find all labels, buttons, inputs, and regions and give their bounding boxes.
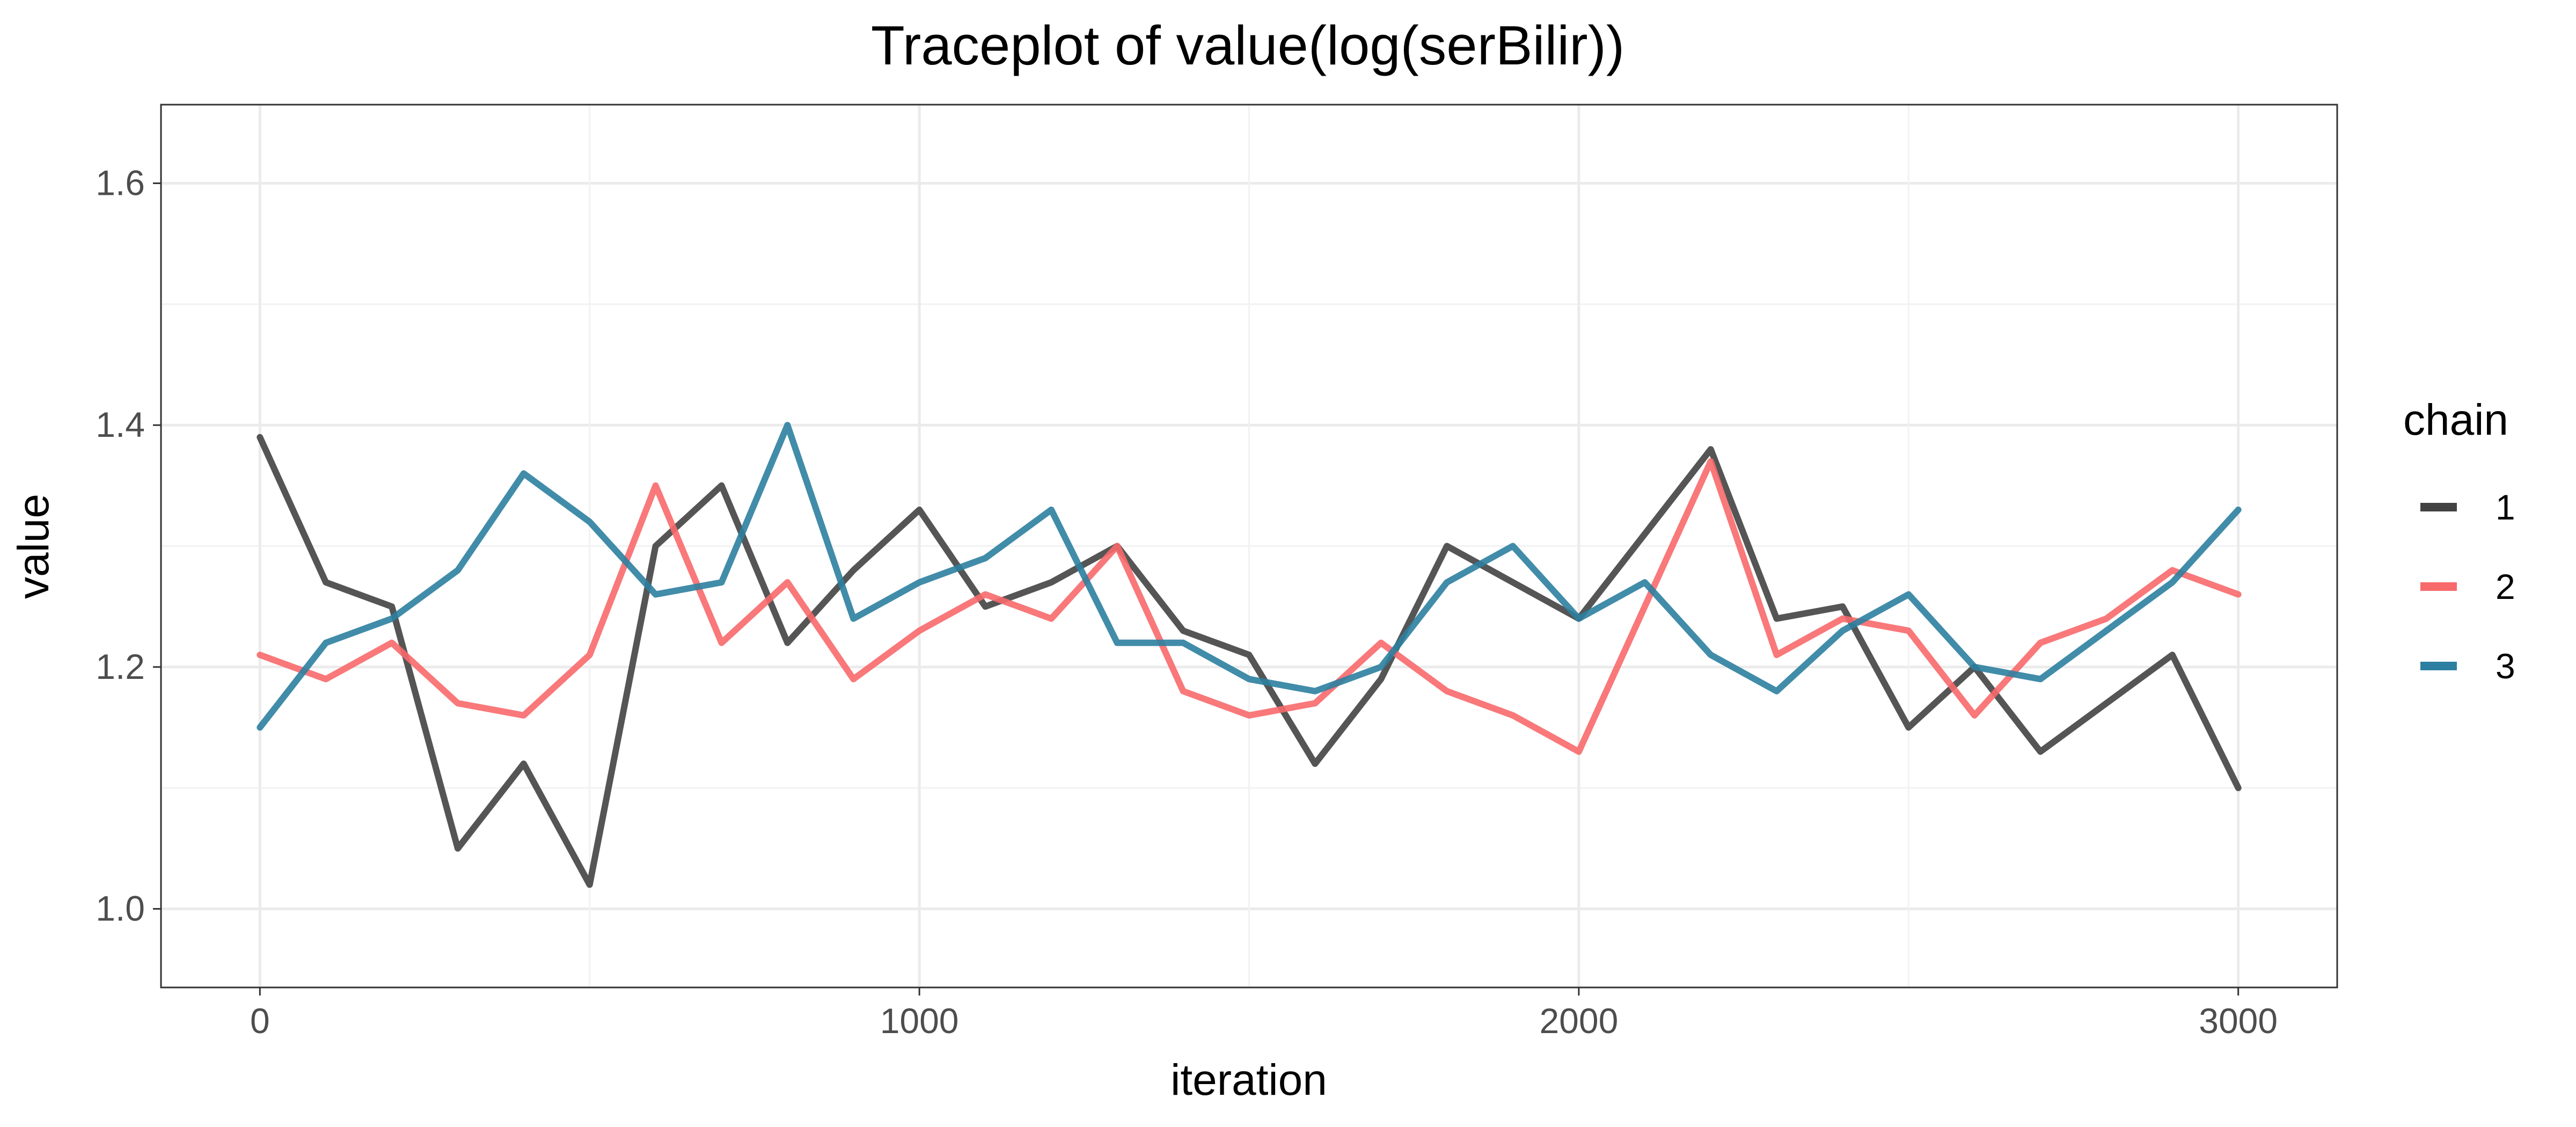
series-line-chain-3 <box>257 422 2242 731</box>
legend-label-chain-1: 1 <box>2496 487 2515 527</box>
y-tick-label: 1.6 <box>96 163 145 202</box>
x-tick-label: 1000 <box>880 1001 959 1041</box>
grid-layer <box>161 105 2337 987</box>
y-tick-label: 1.4 <box>96 405 145 444</box>
chart-title: Traceplot of value(log(serBilir)) <box>871 14 1624 76</box>
series-line-chain-1 <box>257 434 2242 888</box>
axis-layer: 1.0 1.2 1.4 1.6 0 1000 2000 3000 <box>96 163 2278 1041</box>
legend: chain 1 2 3 <box>2403 396 2515 686</box>
legend-label-chain-2: 2 <box>2496 567 2515 606</box>
series-layer <box>257 422 2242 888</box>
x-tick-label: 3000 <box>2199 1001 2278 1041</box>
y-axis-title: value <box>9 494 58 599</box>
legend-title: chain <box>2403 396 2508 444</box>
series-line-chain-2 <box>257 458 2242 755</box>
x-axis-title: iteration <box>1170 1056 1327 1104</box>
x-tick-label: 0 <box>250 1001 270 1041</box>
plot-panel-border <box>160 104 2338 989</box>
legend-label-chain-3: 3 <box>2496 646 2515 686</box>
y-tick-label: 1.0 <box>96 889 145 928</box>
y-tick-label: 1.2 <box>96 647 145 686</box>
x-tick-label: 2000 <box>1539 1001 1618 1041</box>
legend-items: 1 2 3 <box>2420 487 2515 686</box>
